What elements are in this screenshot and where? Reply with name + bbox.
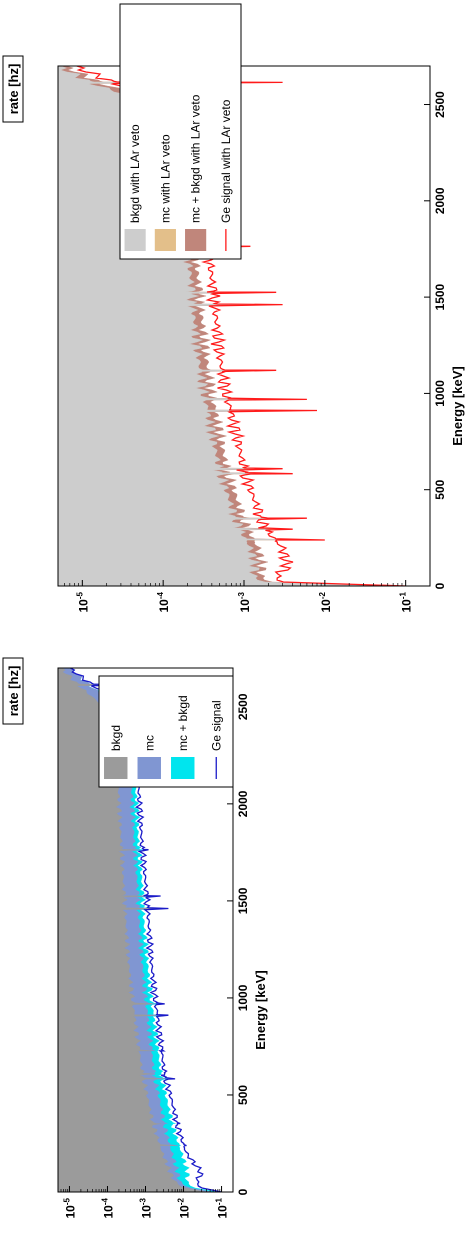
legend: Ge signal with LAr veto mc + bkgd with LA… bbox=[119, 3, 242, 260]
legend-swatch bbox=[124, 229, 146, 251]
x-axis-label: Energy [keV] bbox=[253, 970, 268, 1049]
legend-swatch bbox=[171, 757, 195, 779]
legend-label: bkgd with LAr veto bbox=[128, 124, 142, 223]
rate-tick-label: 10-5 bbox=[62, 1197, 77, 1218]
energy-tick-label: 1000 bbox=[236, 984, 250, 1011]
energy-tick-label: 1000 bbox=[433, 380, 447, 407]
energy-tick-label: 1500 bbox=[236, 887, 250, 914]
legend-label: mc bbox=[142, 735, 156, 751]
energy-tick-label: 2000 bbox=[433, 187, 447, 214]
y-axis-label-box bbox=[2, 55, 24, 123]
energy-tick-label: 2500 bbox=[433, 91, 447, 118]
legend-swatch bbox=[137, 757, 161, 779]
y-axis-label: rate [hz] bbox=[6, 666, 21, 717]
legend-swatch bbox=[154, 229, 176, 251]
x-axis-label: Energy [keV] bbox=[450, 366, 465, 445]
y-axis-label: rate [hz] bbox=[6, 64, 21, 115]
legend-label: bkgd bbox=[109, 725, 123, 751]
chart-2: 10-1 10-2 10-3 10-4 10-5 0 500 1000 1500 2000 2500… bbox=[2, 3, 465, 612]
chart-1: 10-1 10-2 10-3 10-4 10-5 0 500 1000 1500 2000 2500… bbox=[2, 657, 268, 1218]
rate-tick-label: 10-1 bbox=[215, 1197, 230, 1218]
rate-tick-label: 10-3 bbox=[237, 591, 252, 612]
legend-label: Ge signal with LAr veto bbox=[219, 99, 233, 223]
energy-tick-label: 0 bbox=[433, 582, 447, 589]
legend-label: mc + bkgd bbox=[176, 695, 190, 751]
legend-label: mc + bkgd with LAr veto bbox=[189, 94, 203, 223]
legend-label: Ge signal bbox=[209, 700, 223, 751]
rate-tick-label: 10-2 bbox=[318, 591, 333, 612]
y-axis-label-box bbox=[2, 657, 24, 725]
rate-tick-label: 10-1 bbox=[399, 591, 414, 612]
legend-label: mc with LAr veto bbox=[158, 134, 172, 223]
energy-tick-label: 2500 bbox=[236, 693, 250, 720]
legend-swatch bbox=[104, 757, 128, 779]
rate-tick-label: 10-4 bbox=[100, 1197, 115, 1218]
plot-area bbox=[58, 668, 222, 1192]
legend: Ge signal mc + bkgd mc bkgd bbox=[98, 675, 234, 788]
energy-tick-label: 0 bbox=[236, 1188, 250, 1195]
rate-tick-label: 10-3 bbox=[139, 1197, 154, 1218]
energy-tick-label: 500 bbox=[236, 1085, 250, 1105]
rate-tick-label: 10-4 bbox=[156, 591, 171, 612]
energy-tick-label: 2000 bbox=[236, 790, 250, 817]
legend-swatch bbox=[185, 229, 207, 251]
energy-tick-label: 1500 bbox=[433, 283, 447, 310]
rate-tick-label: 10-2 bbox=[177, 1197, 192, 1218]
energy-tick-label: 500 bbox=[433, 479, 447, 499]
rate-tick-label: 10-5 bbox=[75, 591, 90, 612]
